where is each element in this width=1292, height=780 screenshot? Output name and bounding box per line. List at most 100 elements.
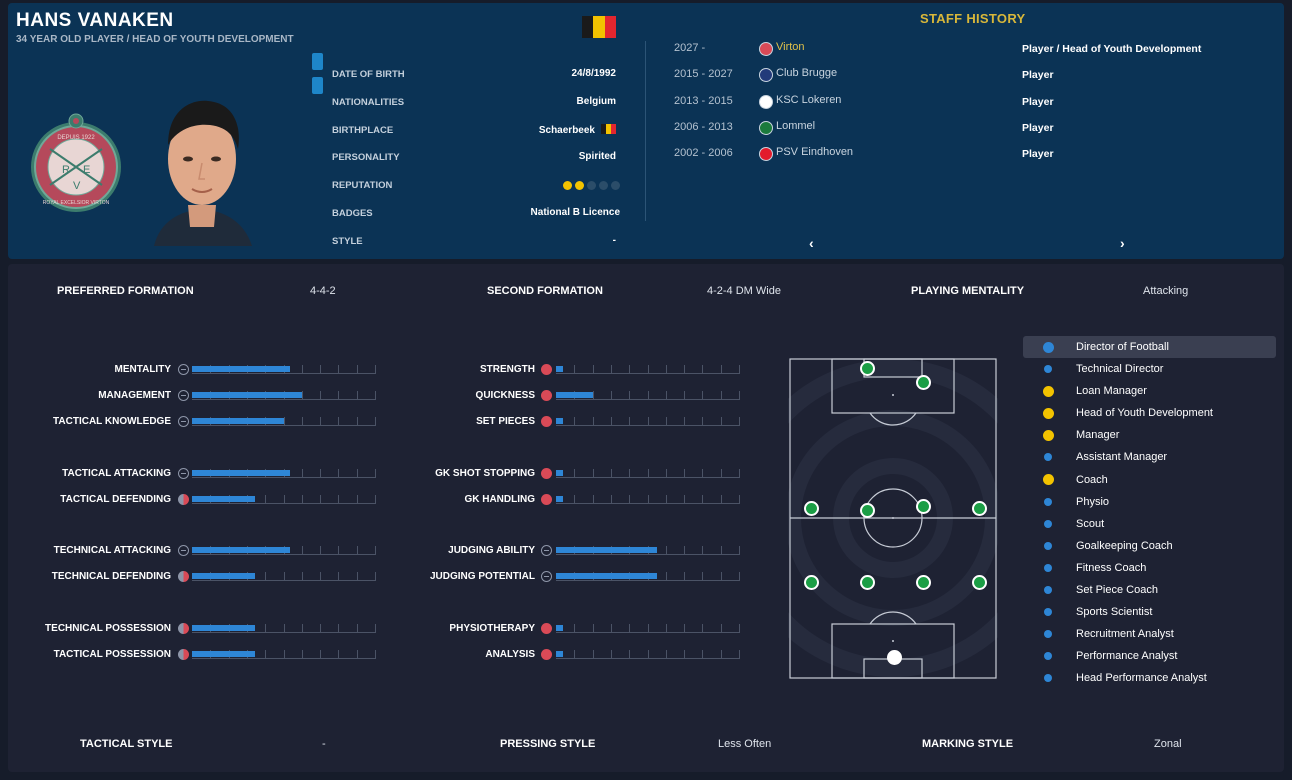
- attribute-bar-fill: [192, 470, 290, 476]
- attribute-bar: [192, 571, 376, 581]
- attribute-label: PHYSIOTHERAPY: [449, 623, 535, 634]
- bar-tick: [647, 624, 649, 632]
- pitch-player-lb[interactable]: [804, 575, 819, 590]
- bar-tick: [702, 546, 704, 554]
- playing-mentality-value: Attacking: [1143, 285, 1189, 297]
- attribute-bar-fill: [192, 496, 255, 502]
- attribute-trend-icon: [178, 364, 189, 375]
- bar-tick: [610, 624, 612, 632]
- history-club-link[interactable]: Club Brugge: [776, 67, 838, 80]
- bar-tick: [320, 650, 322, 658]
- history-next-button[interactable]: ›: [1120, 235, 1125, 251]
- history-club-link[interactable]: Virton: [776, 41, 805, 53]
- bio-value: 24/8/1992: [571, 68, 617, 79]
- staff-role-label: Assistant Manager: [1076, 451, 1168, 464]
- bar-tick: [375, 495, 376, 503]
- staff-role-item[interactable]: Sports Scientist: [1023, 601, 1276, 623]
- attribute-trend-icon: [541, 494, 552, 505]
- attribute-trend-icon: [178, 649, 189, 660]
- attribute-bar: [192, 468, 376, 478]
- bar-tick: [320, 546, 322, 554]
- staff-role-item[interactable]: Performance Analyst: [1023, 645, 1276, 667]
- attribute-row: JUDGING POTENTIAL: [8, 569, 768, 585]
- staff-role-item[interactable]: Scout: [1023, 513, 1276, 535]
- history-prev-button[interactable]: ‹: [809, 235, 814, 251]
- bar-tick: [629, 650, 631, 658]
- role-suitability-icon: [1044, 652, 1052, 661]
- staff-role-item[interactable]: Loan Manager: [1023, 380, 1276, 402]
- bar-tick: [665, 572, 667, 580]
- side-tab-2[interactable]: [312, 77, 323, 94]
- pitch-player-cm2[interactable]: [916, 499, 931, 514]
- history-club-link[interactable]: KSC Lokeren: [776, 93, 842, 106]
- pitch-player-cb2[interactable]: [916, 575, 931, 590]
- bar-tick: [739, 572, 740, 580]
- attribute-label: JUDGING POTENTIAL: [429, 571, 535, 582]
- history-club-link[interactable]: PSV Eindhoven: [776, 146, 854, 159]
- history-years: 2013 - 2015: [674, 94, 733, 107]
- staff-role-item[interactable]: Director of Football: [1023, 336, 1276, 359]
- side-tab-1[interactable]: [312, 53, 323, 70]
- bar-tick: [338, 495, 340, 503]
- history-row: 2015 - 2027 Club Brugge Player: [674, 63, 1274, 89]
- role-suitability-icon: [1042, 429, 1054, 441]
- bar-tick: [320, 624, 322, 632]
- bar-tick: [356, 365, 358, 373]
- birthplace-text[interactable]: Schaerbeek: [538, 124, 595, 136]
- staff-role-item[interactable]: Fitness Coach: [1023, 557, 1276, 579]
- attribute-bar: [556, 390, 740, 400]
- history-role: Player: [1022, 95, 1054, 108]
- staff-role-label: Goalkeeping Coach: [1076, 539, 1173, 552]
- staff-role-item[interactable]: Technical Director: [1023, 358, 1276, 380]
- bar-tick: [265, 572, 267, 580]
- attribute-bar: [556, 468, 740, 478]
- bar-tick: [301, 572, 303, 580]
- attribute-trend-icon: [178, 571, 189, 582]
- history-row: 2027 - Virton Player / Head of Youth Devel…: [674, 37, 1274, 63]
- pitch-player-gk[interactable]: [887, 650, 902, 665]
- bar-tick: [739, 469, 740, 477]
- staff-role-item[interactable]: Head Performance Analyst: [1023, 667, 1276, 689]
- staff-role-list: Director of Football Technical Director Lo…: [1023, 336, 1276, 690]
- bar-tick: [684, 417, 686, 425]
- staff-role-item[interactable]: Assistant Manager: [1023, 446, 1276, 468]
- pitch-player-cb1[interactable]: [860, 575, 875, 590]
- bar-tick: [574, 365, 576, 373]
- attribute-label: TECHNICAL DEFENDING: [51, 571, 171, 582]
- attribute-row: TACTICAL POSSESSION: [8, 647, 768, 663]
- reputation-star-icon: [611, 181, 620, 191]
- bar-tick: [739, 495, 740, 503]
- attribute-row: TECHNICAL POSSESSION: [8, 621, 768, 637]
- attribute-row: STRENGTH: [8, 362, 768, 378]
- pitch-player-cm1[interactable]: [860, 503, 875, 518]
- bio-label: PERSONALITY: [332, 152, 400, 164]
- staff-role-item[interactable]: Manager: [1023, 424, 1276, 446]
- role-suitability-icon: [1044, 453, 1052, 462]
- staff-role-label: Loan Manager: [1076, 385, 1147, 398]
- attribute-bar: [556, 571, 740, 581]
- attribute-trend-icon: [541, 545, 552, 556]
- bio-label: STYLE: [332, 235, 363, 247]
- pitch-player-st1[interactable]: [860, 361, 875, 376]
- bar-tick: [684, 650, 686, 658]
- bar-tick: [301, 469, 303, 477]
- staff-role-item[interactable]: Physio: [1023, 491, 1276, 513]
- bar-tick: [647, 391, 649, 399]
- staff-role-item[interactable]: Recruitment Analyst: [1023, 623, 1276, 645]
- history-club-link[interactable]: Lommel: [776, 119, 816, 132]
- history-row: 2002 - 2006 PSV Eindhoven Player: [674, 142, 1274, 168]
- staff-role-item[interactable]: Goalkeeping Coach: [1023, 535, 1276, 557]
- pitch-player-rm[interactable]: [972, 501, 987, 516]
- staff-role-item[interactable]: Head of Youth Development: [1023, 402, 1276, 424]
- pitch-player-st2[interactable]: [916, 375, 931, 390]
- bar-tick: [702, 495, 704, 503]
- bio-row-reputation: REPUTATION: [332, 172, 620, 200]
- bar-tick: [629, 469, 631, 477]
- staff-role-item[interactable]: Coach: [1023, 469, 1276, 491]
- staff-role-item[interactable]: Set Piece Coach: [1023, 579, 1276, 601]
- nationality-link[interactable]: Belgium: [576, 95, 616, 107]
- bio-value: Spirited: [578, 151, 616, 163]
- pitch-player-lm[interactable]: [804, 501, 819, 516]
- pitch-player-rb[interactable]: [972, 575, 987, 590]
- attribute-bar: [192, 545, 376, 555]
